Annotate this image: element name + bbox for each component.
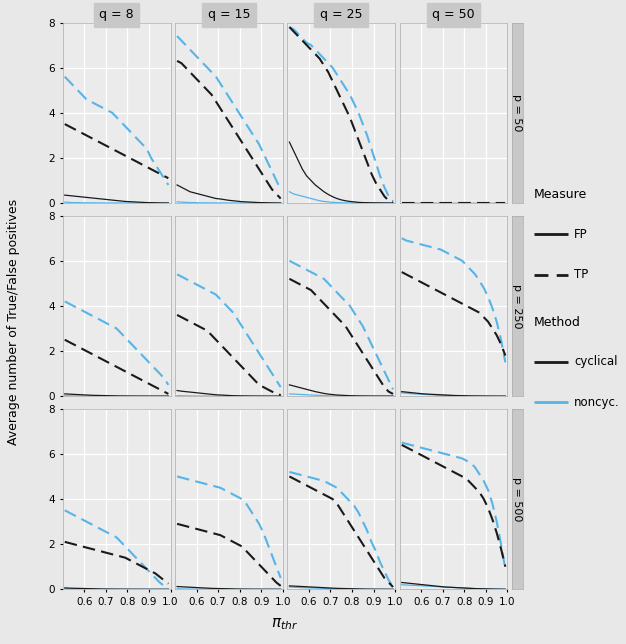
Text: $\pi_{\mathit{thr}}$: $\pi_{\mathit{thr}}$ (271, 617, 299, 632)
Text: FP: FP (574, 228, 588, 241)
Text: Measure: Measure (533, 189, 587, 202)
Text: p = 50: p = 50 (512, 94, 522, 131)
Title: q = 8: q = 8 (100, 8, 134, 21)
Text: p = 250: p = 250 (512, 283, 522, 328)
Text: Average number of True/False positives: Average number of True/False positives (8, 199, 20, 445)
Text: noncyc.: noncyc. (574, 395, 620, 408)
Text: TP: TP (574, 269, 588, 281)
Title: q = 15: q = 15 (208, 8, 250, 21)
Text: cyclical: cyclical (574, 355, 617, 368)
Title: q = 25: q = 25 (320, 8, 362, 21)
Text: Method: Method (533, 316, 580, 328)
Text: p = 500: p = 500 (512, 477, 522, 521)
Title: q = 50: q = 50 (432, 8, 475, 21)
